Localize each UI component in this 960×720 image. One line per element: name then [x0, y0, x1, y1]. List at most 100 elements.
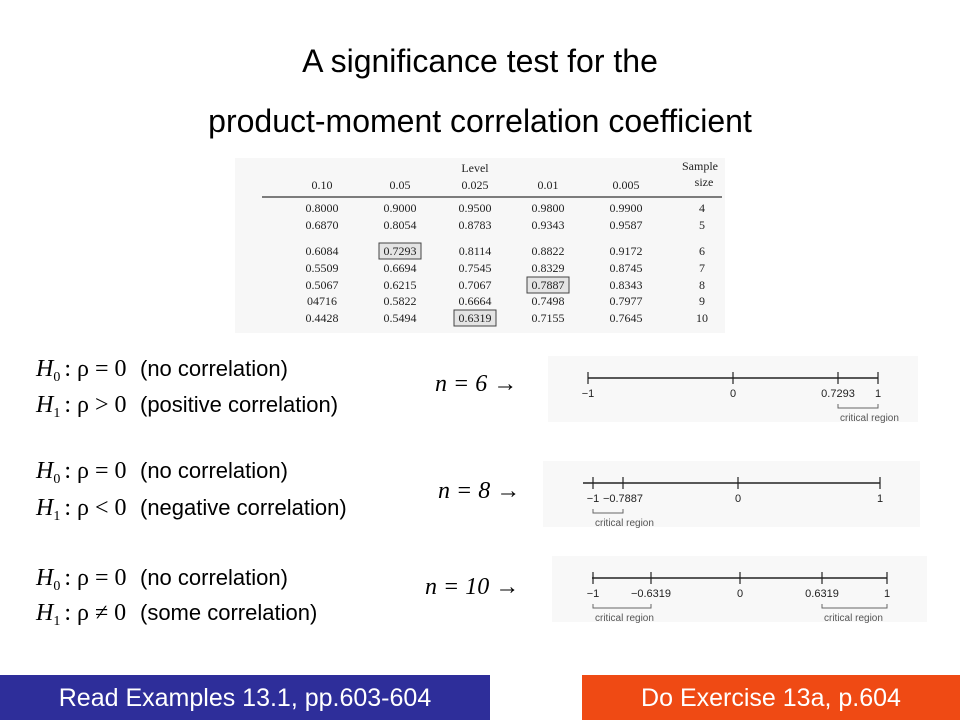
hypothesis-symbol: H: [35, 565, 55, 591]
number-line-label: 0: [735, 493, 741, 505]
sample-size: 4: [699, 201, 705, 215]
table-cell: 0.7887: [532, 278, 565, 292]
table-cell: 0.5494: [384, 311, 417, 325]
table-cell: 0.6694: [384, 261, 417, 275]
highlight-box: [526, 276, 570, 294]
number-line-label: −1: [587, 493, 600, 505]
column-header: 0.025: [462, 178, 489, 192]
footer-left: Read Examples 13.1, pp.603-604: [59, 684, 432, 712]
critical-region-bracket: [592, 509, 624, 514]
table-cell: 0.7545: [459, 261, 492, 275]
number-line-label: 1: [875, 388, 881, 400]
hypothesis-note: (some correlation): [140, 600, 317, 625]
table-cell: 04716: [307, 294, 337, 308]
table-cell: 0.8343: [610, 278, 643, 292]
table-cell: 0.9500: [459, 201, 492, 215]
hypothesis-note: (no correlation): [140, 458, 288, 483]
number-line-label: 0: [730, 388, 736, 400]
number-line-label: −0.6319: [631, 588, 671, 600]
table-cell: 0.7155: [532, 311, 565, 325]
number-line-label: 0.7293: [821, 388, 855, 400]
hypothesis-symbol: H: [35, 356, 55, 382]
hypothesis-symbol: H: [35, 392, 55, 418]
hypothesis: H0 : ρ = 0: [35, 458, 127, 487]
hypothesis-relation: : ρ > 0: [64, 392, 126, 418]
table-cell: 0.8114: [459, 244, 492, 258]
footer-left-box: [0, 675, 490, 720]
number-line-scan: [552, 556, 927, 622]
hypothesis-relation: : ρ = 0: [64, 356, 126, 382]
hypothesis: H1: ρ ≠ 0: [35, 600, 126, 629]
table-cell: 0.7977: [610, 294, 643, 308]
critical-region-bracket: [592, 604, 652, 609]
hypothesis-subscript: 0: [53, 579, 60, 594]
number-line-label: 0.6319: [805, 588, 839, 600]
hypothesis: H0 : ρ = 0: [35, 356, 127, 385]
critical-region-label: critical region: [595, 518, 654, 529]
critical-region-bracket: [821, 604, 888, 609]
footer-right-box: [582, 675, 960, 720]
table-cell: 0.5509: [306, 261, 339, 275]
table-cell: 0.9587: [610, 218, 643, 232]
hypothesis-relation: : ρ < 0: [64, 495, 126, 521]
table-cell: 0.6664: [459, 294, 492, 308]
sample-size-label: size: [695, 175, 714, 189]
hypothesis-subscript: 1: [53, 614, 60, 629]
highlight-box: [453, 309, 497, 327]
title-line: A significance test for the: [302, 43, 658, 79]
hypothesis-symbol: H: [35, 458, 55, 484]
critical-region-bracket: [837, 404, 879, 409]
number-line-scan: [548, 356, 918, 422]
number-line-label: −0.7887: [603, 493, 643, 505]
title-line: product-moment correlation coefficient: [208, 103, 752, 139]
table-cell: 0.6319: [459, 311, 492, 325]
table-cell: 0.5067: [306, 278, 339, 292]
table-cell: 0.8822: [532, 244, 565, 258]
sample-size: 7: [699, 261, 705, 275]
sample-size: 5: [699, 218, 705, 232]
table-cell: 0.7498: [532, 294, 565, 308]
table-cell: 0.7067: [459, 278, 492, 292]
table-cell: 0.7293: [384, 244, 417, 258]
hypothesis-subscript: 0: [53, 472, 60, 487]
table-cell: 0.9800: [532, 201, 565, 215]
critical-region-label: critical region: [824, 613, 883, 624]
table-cell: 0.5822: [384, 294, 417, 308]
number-line-scan: [543, 461, 920, 527]
hypothesis: H1: ρ < 0: [35, 495, 127, 524]
hypothesis: H0: ρ = 0: [35, 565, 127, 594]
sample-size: 8: [699, 278, 705, 292]
sample-size: 9: [699, 294, 705, 308]
table-cell: 0.9172: [610, 244, 643, 258]
critical-region-label: critical region: [840, 413, 899, 424]
table-cell: 0.6084: [306, 244, 339, 258]
level-label: Level: [461, 161, 489, 175]
table-cell: 0.6215: [384, 278, 417, 292]
hypothesis-subscript: 0: [53, 370, 60, 385]
footer-right: Do Exercise 13a, p.604: [641, 684, 901, 712]
table-cell: 0.8783: [459, 218, 492, 232]
hypothesis-note: (no correlation): [140, 565, 288, 590]
table-cell: 0.7645: [610, 311, 643, 325]
hypothesis-note: (no correlation): [140, 356, 288, 381]
hypothesis-relation: : ρ = 0: [64, 458, 126, 484]
critical-region-label: critical region: [595, 613, 654, 624]
n-label: n = 10 →: [425, 574, 519, 600]
table-cell: 0.8054: [384, 218, 417, 232]
table-cell: 0.4428: [306, 311, 339, 325]
number-line-label: 1: [877, 493, 883, 505]
table-cell: 0.9000: [384, 201, 417, 215]
table-cell: 0.8745: [610, 261, 643, 275]
number-line-label: 0: [737, 588, 743, 600]
hypothesis-note: (negative correlation): [140, 495, 347, 520]
column-header: 0.005: [613, 178, 640, 192]
n-label: n = 8 →: [438, 478, 520, 504]
sample-size-label: Sample: [682, 159, 718, 173]
number-line-label: −1: [582, 388, 595, 400]
column-header: 0.05: [390, 178, 411, 192]
number-line-label: −1: [587, 588, 600, 600]
hypothesis-subscript: 1: [53, 509, 60, 524]
table-cell: 0.8329: [532, 261, 565, 275]
table-scan: [235, 158, 725, 333]
